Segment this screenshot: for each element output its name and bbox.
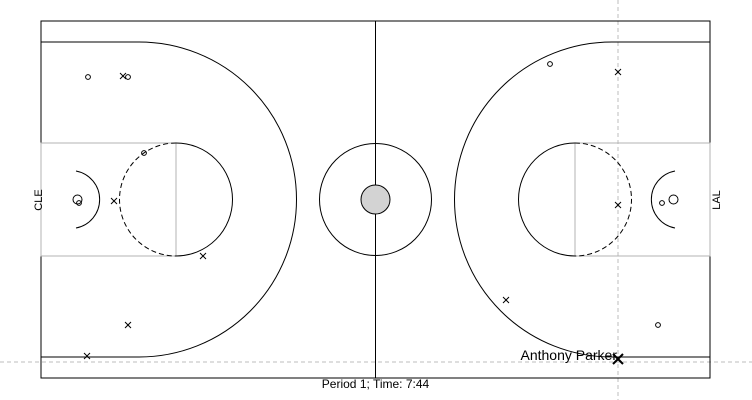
right-free-throw-circle-dashed xyxy=(574,142,632,257)
player-marker-cross[interactable] xyxy=(614,68,622,76)
player-marker-cross[interactable] xyxy=(124,321,132,329)
player-marker-circle[interactable] xyxy=(547,61,553,67)
player-markers xyxy=(76,61,665,360)
player-marker-circle[interactable] xyxy=(141,150,147,156)
right-key xyxy=(574,142,711,257)
player-marker-cross[interactable] xyxy=(502,296,510,304)
player-marker-cross[interactable] xyxy=(199,252,207,260)
left-restricted-arc xyxy=(75,170,101,229)
center-circle-inner xyxy=(360,184,391,215)
player-marker-cross[interactable] xyxy=(110,197,118,205)
highlighted-player-marker[interactable] xyxy=(612,353,624,365)
left-free-throw-circle-solid xyxy=(175,142,233,257)
player-marker-cross[interactable] xyxy=(119,72,127,80)
left-key xyxy=(40,142,177,257)
player-marker-circle[interactable] xyxy=(659,200,665,206)
player-marker-circle[interactable] xyxy=(655,322,661,328)
right-restricted-arc xyxy=(650,170,676,229)
right-three-point-line xyxy=(454,41,710,358)
player-marker-cross[interactable] xyxy=(83,352,91,360)
left-team-label: CLE xyxy=(33,189,45,210)
left-free-throw-circle-dashed xyxy=(119,142,177,257)
player-marker-circle[interactable] xyxy=(76,200,82,206)
center-circle-outer xyxy=(319,143,432,256)
right-basket xyxy=(668,194,679,205)
player-marker-cross[interactable] xyxy=(614,201,622,209)
right-free-throw-circle-solid xyxy=(518,142,576,257)
right-team-label: LAL xyxy=(711,190,723,210)
player-marker-circle[interactable] xyxy=(125,74,131,80)
left-three-point-line xyxy=(41,41,297,358)
period-time-caption: Period 1; Time: 7:44 xyxy=(322,377,430,391)
highlighted-player-label: Anthony Parker xyxy=(521,347,618,363)
left-basket xyxy=(72,194,83,205)
player-marker-circle[interactable] xyxy=(85,74,91,80)
